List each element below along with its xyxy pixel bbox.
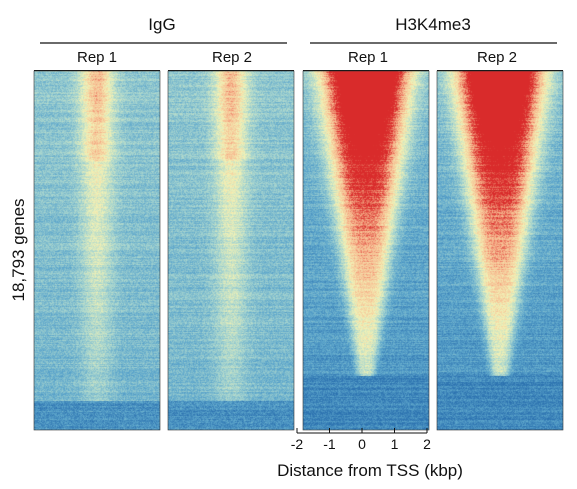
rep-label-igg-1: Rep 1: [77, 49, 117, 66]
x-tick-label: -2: [291, 436, 304, 452]
rep-label-h3k4me3-1: Rep 1: [348, 49, 388, 66]
x-axis-label: Distance from TSS (kbp): [277, 461, 463, 480]
rep-label-igg-2: Rep 2: [212, 49, 252, 66]
heatmap-panel-igg-rep2: [168, 71, 294, 430]
panel-frame: [167, 70, 295, 431]
heatmap-panel-igg-rep1: [34, 71, 160, 430]
rep-label-h3k4me3-2: Rep 2: [477, 49, 517, 66]
x-tick-label: 2: [423, 436, 431, 452]
panel-frame: [302, 70, 430, 431]
panel-frame: [436, 70, 564, 431]
group-label-igg: IgG: [148, 15, 175, 34]
y-axis-label: 18,793 genes: [9, 198, 28, 301]
x-axis: -2 -1 0 1 2: [291, 428, 431, 452]
x-tick-label: -1: [323, 436, 336, 452]
panel-frame: [33, 70, 161, 431]
x-tick-label: 1: [391, 436, 399, 452]
group-label-h3k4me3: H3K4me3: [395, 15, 471, 34]
heatmap-panel-h3k4me3-rep1: [303, 71, 429, 430]
heatmap-panel-h3k4me3-rep2: [437, 71, 563, 430]
heatmap-panels: [33, 70, 564, 431]
x-tick-label: 0: [358, 436, 366, 452]
